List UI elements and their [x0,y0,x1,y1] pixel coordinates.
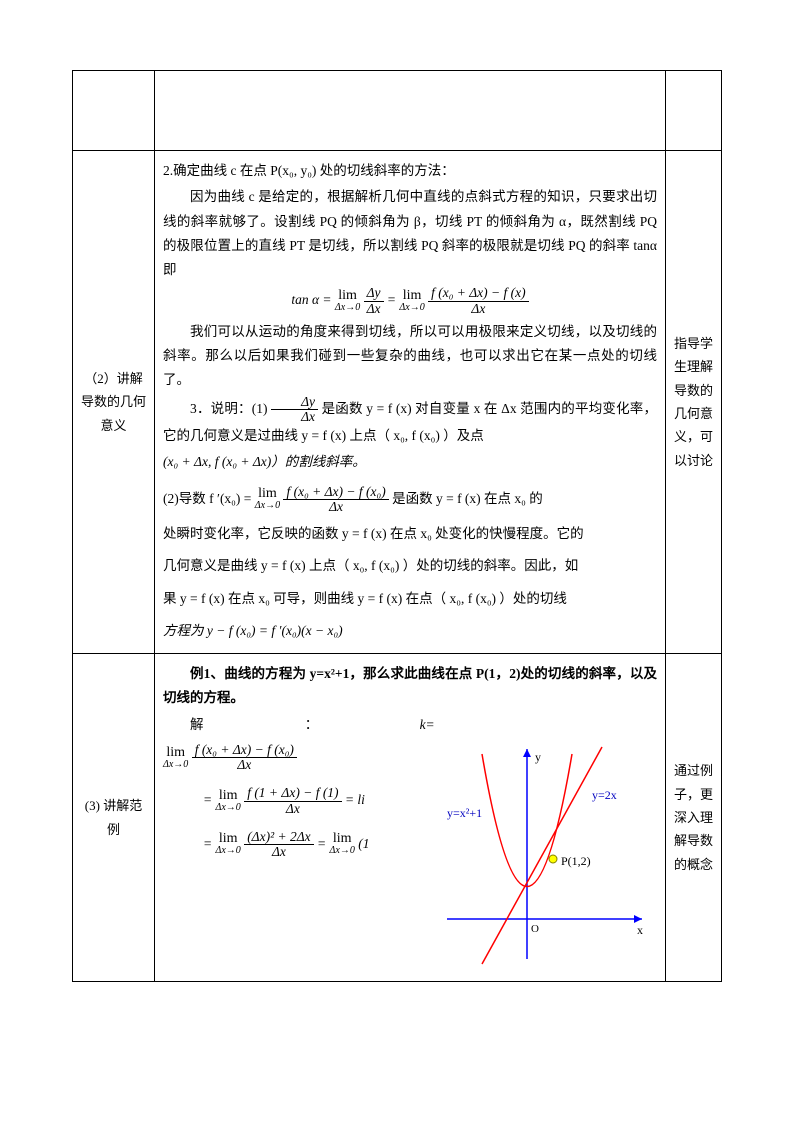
r2-p6a: (2)导数 f ′(x₀) = [163,490,255,505]
f1-eq: = [387,292,400,307]
r2-p4a: 3．说明：(1) [190,400,271,415]
r2-p5: (x₀ + Δx, f (x₀ + Δx)）的割线斜率。 [163,450,657,474]
r2-p4-frac: ΔyΔx [271,395,318,424]
cell-r3-right: 通过例子，更深入理解导数的概念 [666,654,722,982]
r3-f3-tail: = [317,836,330,851]
label-line: y=2x [592,788,617,802]
cell-r1-left [73,71,155,151]
r2-p10: 方程为 y − f (x₀) = f ′(x₀)(x − x₀) [163,619,657,643]
r2-p9: 果 y = f (x) 在点 x₀ 可导，则曲线 y = f (x) 在点（ x… [163,587,657,611]
f1-lim1: limΔx→0 [335,289,360,313]
r2-p7: 处瞬时变化率，它反映的函数 y = f (x) 在点 x₀ 处变化的快慢程度。它… [163,522,657,546]
cell-r2-right: 指导学生理解导数的几何意义，可以讨论 [666,151,722,654]
label-x: x [637,923,643,937]
r3-p2-label: 解 [163,713,204,737]
r3-p2: 解 ： k= [163,713,435,737]
f1-left: tan α = [291,292,331,307]
cell-r1-right [666,71,722,151]
cell-r3-mid: 例1、曲线的方程为 y=x²+1，那么求此曲线在点 P(1，2)处的切线的斜率，… [155,654,666,982]
r2-p6b: 是函数 y = f (x) 在点 x₀ 的 [392,490,543,505]
r3-f1-frac: f (x₀ + Δx) − f (x₀)Δx [192,743,297,772]
cell-r1-mid [155,71,666,151]
cell-r2-left: （2）讲解导数的几何意义 [73,151,155,654]
r3-f3-lim2: limΔx→0 [330,832,355,856]
example-graph: y x O y=x²+1 y=2x P(1,2) [427,739,657,969]
r2-p1: 2.确定曲线 c 在点 P(x₀, y₀) 处的切线斜率的方法： [163,159,657,183]
label-y: y [535,750,541,764]
point-p [549,855,557,863]
r3-f3-lim: limΔx→0 [216,832,241,856]
r2-p6-lim: limΔx→0 [255,487,280,511]
lesson-plan-table: （2）讲解导数的几何意义 2.确定曲线 c 在点 P(x₀, y₀) 处的切线斜… [72,70,722,982]
r3-p2-k: k= [420,713,435,737]
r2-p3: 我们可以从运动的角度来得到切线，所以可以用极限来定义切线，以及切线的斜率。那么以… [163,320,657,393]
r3-f2-tail: = li [345,792,365,807]
x-arrow [634,915,642,923]
f1-frac2: f (x₀ + Δx) − f (x)Δx [428,286,529,315]
r3-f1-lim: limΔx→0 [163,746,188,770]
row-example: (3) 讲解范例 例1、曲线的方程为 y=x²+1，那么求此曲线在点 P(1，2… [73,654,722,982]
f1-lim2: limΔx→0 [399,289,424,313]
graph-svg: y x O y=x²+1 y=2x P(1,2) [427,739,657,969]
row-derivative-meaning: （2）讲解导数的几何意义 2.确定曲线 c 在点 P(x₀, y₀) 处的切线斜… [73,151,722,654]
f1-frac1: ΔyΔx [364,286,384,315]
r3-f3-tail2: (1 [358,836,369,851]
label-curve: y=x²+1 [447,806,482,820]
r2-p8: 几何意义是曲线 y = f (x) 上点（ x₀, f (x₀) ）处的切线的斜… [163,554,657,578]
r3-p2-colon: ： [305,713,319,737]
r2-p4: 3．说明：(1) ΔyΔx 是函数 y = f (x) 对自变量 x 在 Δx … [163,395,657,449]
r3-f2-lim: limΔx→0 [216,789,241,813]
cell-r3-left: (3) 讲解范例 [73,654,155,982]
label-point: P(1,2) [561,854,591,868]
cell-r2-mid: 2.确定曲线 c 在点 P(x₀, y₀) 处的切线斜率的方法： 因为曲线 c … [155,151,666,654]
label-o: O [531,923,539,935]
r2-p2: 因为曲线 c 是给定的，根据解析几何中直线的点斜式方程的知识，只要求出切线的斜率… [163,185,657,282]
r3-f2-frac: f (1 + Δx) − f (1)Δx [244,786,341,815]
r3-f3-frac: (Δx)² + 2ΔxΔx [244,830,313,859]
r2-formula1: tan α = limΔx→0 ΔyΔx = limΔx→0 f (x₀ + Δ… [163,286,657,315]
r3-p1: 例1、曲线的方程为 y=x²+1，那么求此曲线在点 P(1，2)处的切线的斜率，… [163,662,657,711]
r2-p6: (2)导数 f ′(x₀) = limΔx→0 f (x₀ + Δx) − f … [163,485,657,514]
r2-p6-frac: f (x₀ + Δx) − f (x₀)Δx [283,485,388,514]
spacer-row [73,71,722,151]
y-arrow [523,749,531,757]
